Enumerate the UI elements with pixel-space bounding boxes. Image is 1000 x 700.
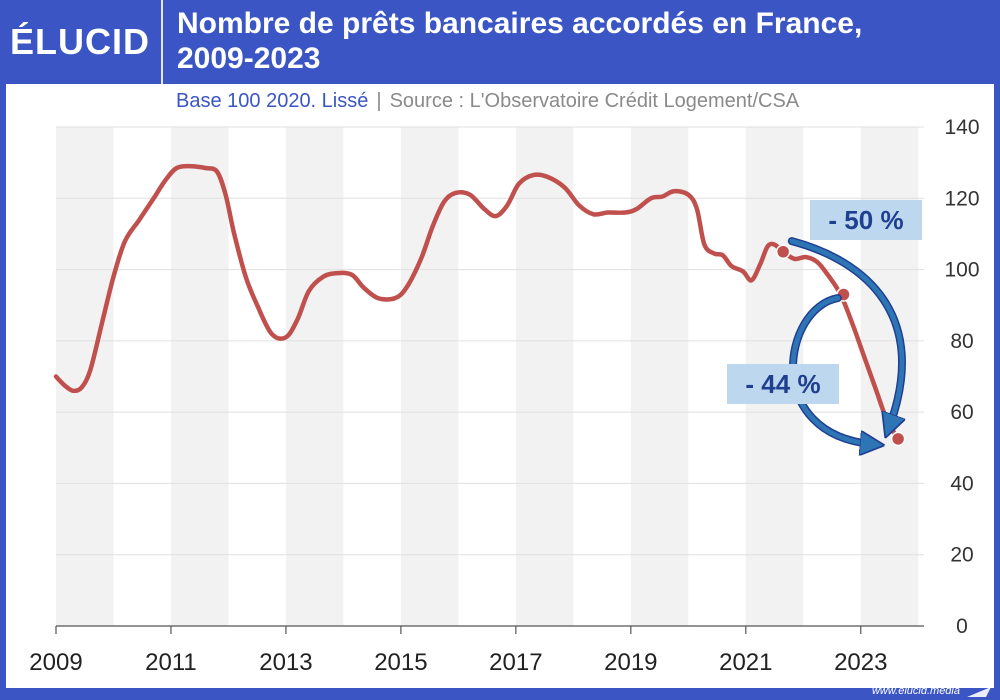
annotation-layer: - 50 % - 44 %	[727, 200, 922, 444]
year-bands	[56, 127, 919, 626]
annotation-label: - 44 %	[745, 369, 820, 399]
annotation-box	[810, 200, 922, 240]
year-band	[285, 127, 344, 626]
year-band	[170, 127, 229, 626]
x-tick-label: 2021	[719, 649, 772, 676]
chart-title: Nombre de prêts bancaires accordés en Fr…	[177, 6, 977, 76]
y-tick-label: 60	[950, 401, 973, 424]
y-tick-label: 40	[950, 472, 973, 495]
x-tick-label: 2011	[145, 649, 197, 676]
year-band	[56, 127, 114, 626]
header: ÉLUCID Nombre de prêts bancaires accordé…	[0, 0, 1000, 84]
y-tick-label: 120	[944, 187, 979, 210]
footer-url: www.elucid.media	[871, 685, 960, 697]
y-tick-label: 0	[956, 615, 968, 638]
chart-subtitle: Base 100 2020. Lissé | Source : L'Observat…	[176, 90, 799, 113]
x-tick-label: 2015	[374, 649, 427, 676]
x-axis-ticks: 2009 2011 2013 2015 2017 2019 2021 2023	[29, 626, 887, 676]
y-tick-label: 80	[950, 330, 973, 353]
header-divider	[161, 0, 163, 84]
annotation-box	[727, 364, 839, 404]
footer-logo-icon	[967, 687, 991, 697]
y-tick-label: 20	[950, 544, 973, 567]
subtitle-base: Base 100 2020. Lissé	[176, 90, 369, 112]
annotation-label: - 50 %	[828, 205, 903, 235]
x-tick-label: 2009	[29, 649, 82, 676]
highlight-point	[775, 244, 791, 259]
chart-title-line-1: Nombre de prêts bancaires accordés en Fr…	[177, 7, 863, 40]
subtitle-source: Source : L'Observatoire Crédit Logement/…	[389, 90, 800, 112]
y-axis-ticks: 0 20 40 60 80 100 120 140	[944, 116, 979, 638]
y-tick-label: 140	[944, 116, 979, 139]
elucid-logo: ÉLUCID	[10, 21, 150, 62]
x-tick-label: 2023	[834, 649, 887, 676]
year-band	[400, 127, 459, 626]
x-tick-label: 2017	[489, 649, 542, 676]
year-band	[630, 127, 689, 626]
highlight-point	[890, 431, 906, 447]
x-tick-label: 2019	[604, 649, 657, 676]
y-tick-label: 100	[944, 259, 979, 282]
subtitle-separator: |	[376, 90, 382, 112]
year-band	[515, 127, 574, 626]
chart-title-line-2: 2009-2023	[177, 42, 321, 75]
x-tick-label: 2013	[259, 649, 312, 676]
series-line	[53, 163, 901, 442]
annotation-arrow	[789, 238, 902, 426]
